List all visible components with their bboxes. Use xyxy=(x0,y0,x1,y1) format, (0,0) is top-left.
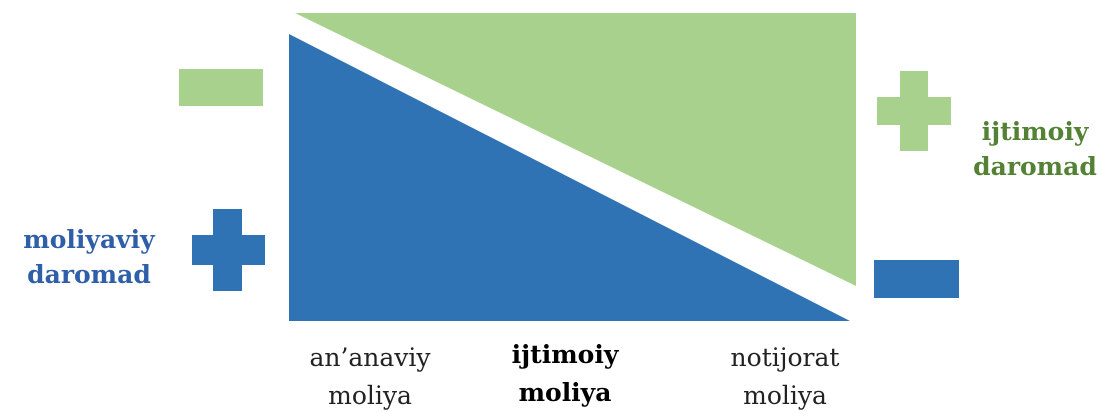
nonprofit-finance-label: notijorat moliya xyxy=(700,339,870,415)
traditional-finance-line1: an’anaviy xyxy=(309,343,431,372)
financial-income-triangle xyxy=(289,34,850,321)
financial-plus-icon xyxy=(192,209,265,291)
social-finance-line2: moliya xyxy=(518,378,612,407)
financial-income-label: moliyaviy daromad xyxy=(0,222,178,292)
social-income-label: ijtimoiy daromad xyxy=(960,114,1110,184)
social-finance-line1: ijtimoiy xyxy=(511,340,619,369)
financial-income-line2: daromad xyxy=(27,260,151,289)
financial-income-line1: moliyaviy xyxy=(23,225,155,254)
nonprofit-finance-line1: notijorat xyxy=(730,343,840,372)
financial-minus-icon xyxy=(874,260,959,298)
social-finance-label: ijtimoiy moliya xyxy=(480,336,650,412)
traditional-finance-line2: moliya xyxy=(328,381,412,410)
nonprofit-finance-line2: moliya xyxy=(743,381,827,410)
social-plus-icon xyxy=(877,71,951,151)
social-minus-icon xyxy=(179,69,263,106)
social-income-line2: daromad xyxy=(973,152,1097,181)
social-income-triangle xyxy=(295,13,856,286)
social-income-line1: ijtimoiy xyxy=(981,117,1089,146)
traditional-finance-label: an’anaviy moliya xyxy=(285,339,455,415)
